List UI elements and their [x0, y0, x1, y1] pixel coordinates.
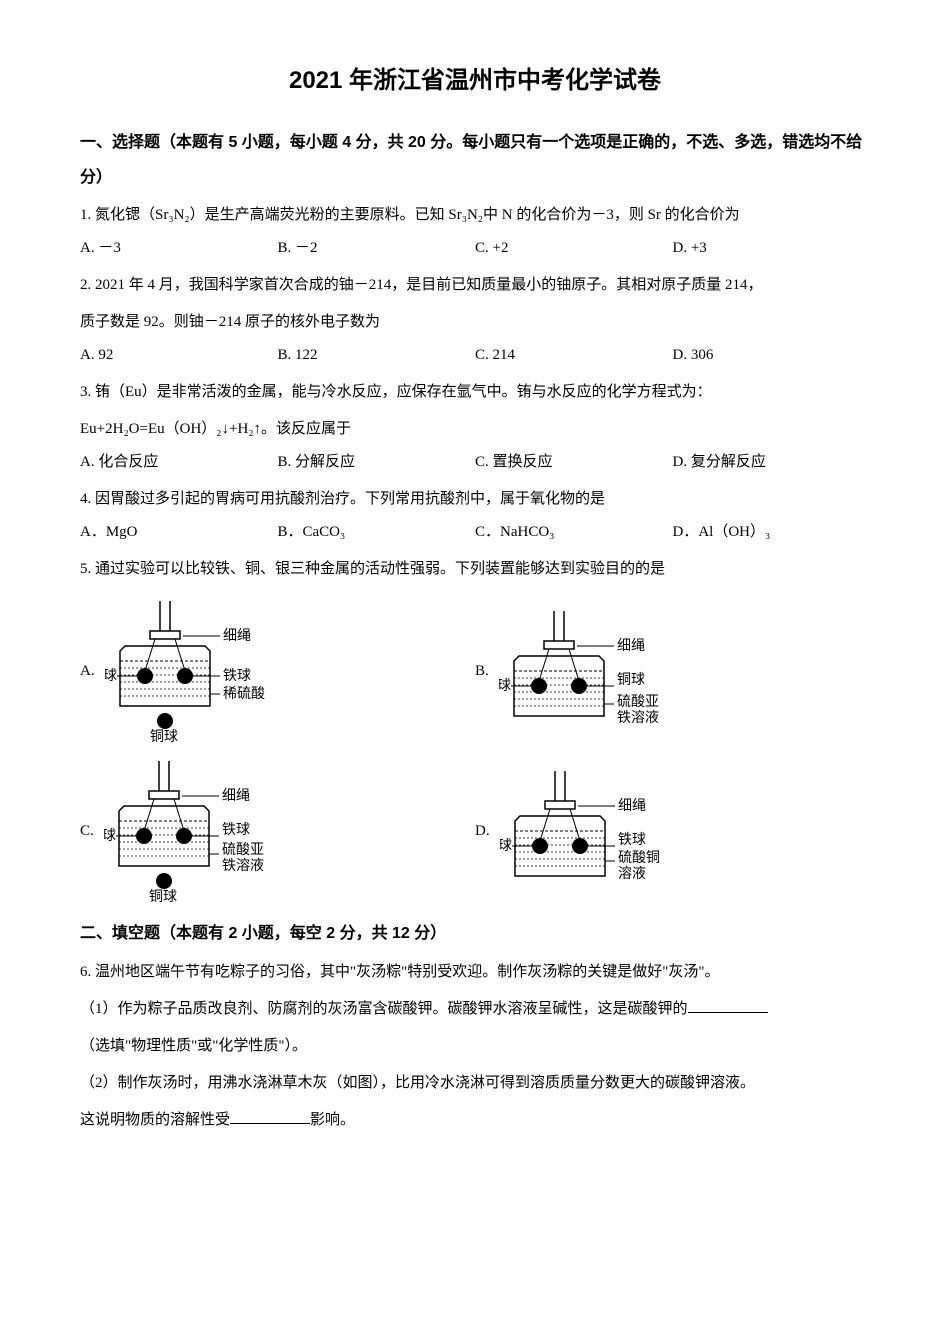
q4-optB: B．CaCO₃ — [278, 516, 476, 549]
svg-text:银球: 银球 — [500, 838, 512, 854]
svg-text:铁球: 铁球 — [223, 668, 251, 684]
q5-labelA: A. — [80, 663, 95, 680]
q5-labelB: B. — [475, 663, 489, 680]
q5-row2: C. 细绳 铁球 硫酸亚 铁溶液 银球 铜球 — [80, 756, 870, 906]
svg-text:铁球: 铁球 — [222, 822, 250, 838]
q3-optD: D. 复分解反应 — [673, 446, 871, 479]
q2-options: A. 92 B. 122 C. 214 D. 306 — [80, 339, 870, 372]
q6-line4: （2）制作灰汤时，用沸水浇淋草木灰（如图），比用冷水浇淋可得到溶质质量分数更大的… — [80, 1067, 870, 1100]
section1-header: 一、选择题（本题有 5 小题，每小题 4 分，共 20 分。每小题只有一个选项是… — [80, 125, 870, 195]
svg-text:细绳: 细绳 — [617, 638, 645, 654]
svg-text:铁溶液: 铁溶液 — [617, 710, 659, 726]
q6-blank1 — [688, 999, 768, 1013]
q6-line5a: 这说明物质的溶解性受 — [80, 1112, 230, 1128]
svg-text:银球: 银球 — [499, 678, 511, 694]
q1-text: 1. 氮化锶（Sr₃N₂）是生产高端荧光粉的主要原料。已知 Sr₃N₂中 N 的… — [80, 199, 870, 232]
q1-optA: A. －3 — [80, 232, 278, 265]
q3-options: A. 化合反应 B. 分解反应 C. 置换反应 D. 复分解反应 — [80, 446, 870, 479]
q1-options: A. －3 B. －2 C. +2 D. +3 — [80, 232, 870, 265]
svg-text:银球: 银球 — [104, 828, 116, 844]
q6-line2-text: （1）作为粽子品质改良剂、防腐剂的灰汤富含碳酸钾。碳酸钾水溶液呈碱性，这是碳酸钾… — [80, 1001, 688, 1017]
q2-optD: D. 306 — [673, 339, 871, 372]
svg-text:细绳: 细绳 — [222, 788, 250, 804]
svg-text:银球: 银球 — [105, 668, 117, 684]
q2-line1: 2. 2021 年 4 月，我国科学家首次合成的铀－214，是目前已知质量最小的… — [80, 269, 870, 302]
q5-labelC: C. — [80, 823, 94, 840]
q1-optC: C. +2 — [475, 232, 673, 265]
q4-options: A．MgO B．CaCO₃ C．NaHCO₃ D．Al（OH）₃ — [80, 516, 870, 549]
q5-text: 5. 通过实验可以比较铁、铜、银三种金属的活动性强弱。下列装置能够达到实验目的的… — [80, 553, 870, 586]
q6-line3: （选填"物理性质"或"化学性质"）。 — [80, 1030, 870, 1063]
q6-line5b: 影响。 — [310, 1112, 355, 1128]
q3-optA: A. 化合反应 — [80, 446, 278, 479]
q2-line2: 质子数是 92。则铀－214 原子的核外电子数为 — [80, 306, 870, 339]
exam-title: 2021 年浙江省温州市中考化学试卷 — [80, 60, 870, 95]
svg-text:硫酸铜: 硫酸铜 — [618, 850, 660, 866]
q5-diagramA-cell: A. 细绳 铁球 稀硫酸 银球 铜球 — [80, 596, 475, 746]
q5-diagramB-cell: B. 细绳 铜球 硫酸亚 铁溶液 银球 — [475, 596, 870, 746]
q3-optC: C. 置换反应 — [475, 446, 673, 479]
beaker-icon-B: 细绳 铜球 硫酸亚 铁溶液 银球 — [499, 606, 699, 736]
svg-text:铁球: 铁球 — [618, 832, 646, 848]
svg-text:溶液: 溶液 — [618, 866, 646, 882]
beaker-icon-A: 细绳 铁球 稀硫酸 银球 铜球 — [105, 596, 295, 746]
q5-labelD: D. — [475, 823, 490, 840]
q5-diagramC-cell: C. 细绳 铁球 硫酸亚 铁溶液 银球 铜球 — [80, 756, 475, 906]
beaker-icon-D: 细绳 铁球 硫酸铜 溶液 银球 — [500, 766, 700, 896]
svg-text:稀硫酸: 稀硫酸 — [223, 686, 265, 702]
beaker-icon-C: 细绳 铁球 硫酸亚 铁溶液 银球 铜球 — [104, 756, 304, 906]
svg-text:细绳: 细绳 — [618, 798, 646, 814]
q2-optC: C. 214 — [475, 339, 673, 372]
q1-optD: D. +3 — [673, 232, 871, 265]
q2-optB: B. 122 — [278, 339, 476, 372]
q6-line2: （1）作为粽子品质改良剂、防腐剂的灰汤富含碳酸钾。碳酸钾水溶液呈碱性，这是碳酸钾… — [80, 993, 870, 1026]
q3-optB: B. 分解反应 — [278, 446, 476, 479]
svg-text:铜球: 铜球 — [150, 729, 178, 745]
svg-text:细绳: 细绳 — [223, 628, 251, 644]
q5-diagramD-cell: D. 细绳 铁球 硫酸铜 溶液 银球 — [475, 756, 870, 906]
svg-text:铜球: 铜球 — [149, 889, 177, 905]
q2-optA: A. 92 — [80, 339, 278, 372]
q4-text: 4. 因胃酸过多引起的胃病可用抗酸剂治疗。下列常用抗酸剂中，属于氧化物的是 — [80, 483, 870, 516]
q3-line1: 3. 铕（Eu）是非常活泼的金属，能与冷水反应，应保存在氩气中。铕与水反应的化学… — [80, 376, 870, 409]
q1-optB: B. －2 — [278, 232, 476, 265]
q5-row1: A. 细绳 铁球 稀硫酸 银球 铜球 — [80, 596, 870, 746]
q4-optC: C．NaHCO₃ — [475, 516, 673, 549]
section2-header: 二、填空题（本题有 2 小题，每空 2 分，共 12 分） — [80, 916, 870, 951]
svg-text:硫酸亚: 硫酸亚 — [617, 694, 659, 710]
svg-text:铜球: 铜球 — [617, 672, 645, 688]
q4-optD: D．Al（OH）₃ — [673, 516, 871, 549]
svg-text:硫酸亚: 硫酸亚 — [222, 842, 264, 858]
svg-text:铁溶液: 铁溶液 — [222, 858, 264, 874]
q6-blank2 — [230, 1110, 310, 1124]
q4-optA: A．MgO — [80, 516, 278, 549]
q3-line2: Eu+2H₂O=Eu（OH）₂↓+H₂↑。该反应属于 — [80, 413, 870, 446]
q6-line1: 6. 温州地区端午节有吃粽子的习俗，其中"灰汤粽"特别受欢迎。制作灰汤粽的关键是… — [80, 956, 870, 989]
q6-line5: 这说明物质的溶解性受 影响。 — [80, 1104, 870, 1137]
